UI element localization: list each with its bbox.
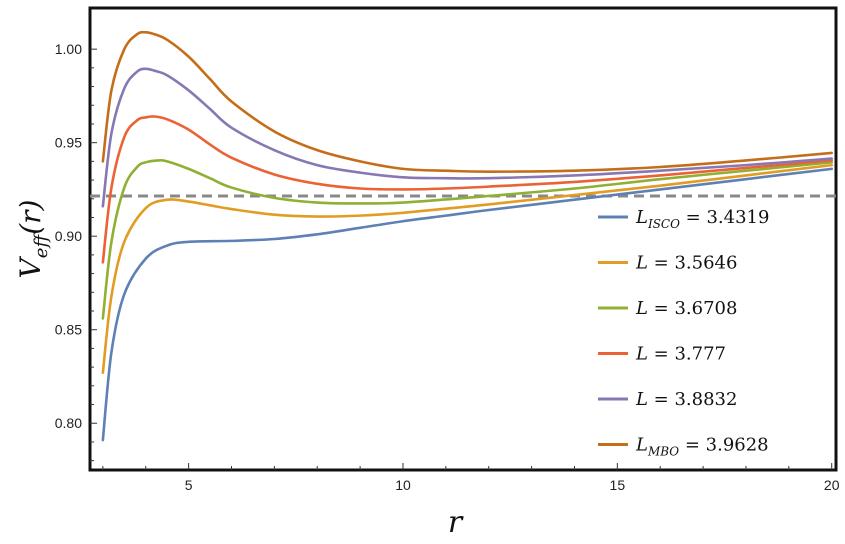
y-tick-label: 0.95: [55, 135, 82, 151]
legend-label-4: L = 3.777: [635, 344, 726, 365]
x-tick-label: 5: [185, 477, 193, 493]
x-tick-label: 20: [824, 477, 840, 493]
series-line-2: [101, 163, 834, 375]
legend-label-value: = 3.5646: [648, 253, 738, 274]
series-line-1: [101, 167, 834, 442]
svg-text:Veff(r): Veff(r): [14, 200, 52, 279]
y-axis-title-sub: eff: [31, 232, 52, 259]
legend-label-6: LMBO = 3.9628: [635, 435, 769, 459]
legend-label-value: = 3.777: [648, 344, 726, 365]
legend-label-main: L: [635, 253, 648, 274]
legend-label-3: L = 3.6708: [635, 298, 737, 319]
tick-labels: 5 10 15 20 0.80 0.85 0.90 0.95 1.00: [55, 41, 840, 493]
series-line-4: [101, 115, 834, 264]
x-axis-title: r: [448, 505, 464, 540]
y-axis-title: Veff(r): [14, 200, 52, 279]
x-tick-label: 15: [610, 477, 626, 493]
y-axis-title-main: V: [14, 255, 47, 278]
y-tick-label: 0.80: [55, 415, 82, 431]
legend-label-value: = 3.8832: [648, 389, 738, 410]
legend-label-main: L: [635, 389, 648, 410]
y-axis-title-arg: (r): [14, 200, 47, 235]
legend-label-value: = 3.6708: [648, 298, 738, 319]
y-tick-label: 1.00: [55, 41, 82, 57]
y-tick-label: 0.85: [55, 322, 82, 338]
legend-label-main: L: [635, 435, 648, 456]
y-tick-label: 0.90: [55, 228, 82, 244]
axis-ticks: [90, 48, 833, 470]
legend-label-main: L: [635, 298, 648, 319]
legend-label-value: = 3.4319: [680, 207, 770, 228]
legend-label-sub: ISCO: [647, 217, 680, 231]
legend-label-main: L: [635, 344, 648, 365]
legend-label-2: L = 3.5646: [635, 253, 737, 274]
series-line-3: [101, 159, 834, 320]
legend-label-5: L = 3.8832: [635, 389, 737, 410]
legend-label-1: LISCO = 3.4319: [635, 207, 769, 231]
x-tick-label: 10: [395, 477, 411, 493]
series-line-5: [101, 67, 834, 208]
series-lines: [101, 30, 834, 442]
legend-label-main: L: [635, 207, 648, 228]
legend-label-value: = 3.9628: [679, 435, 769, 456]
series-line-6: [101, 30, 834, 173]
legend-label-sub: MBO: [647, 445, 679, 459]
